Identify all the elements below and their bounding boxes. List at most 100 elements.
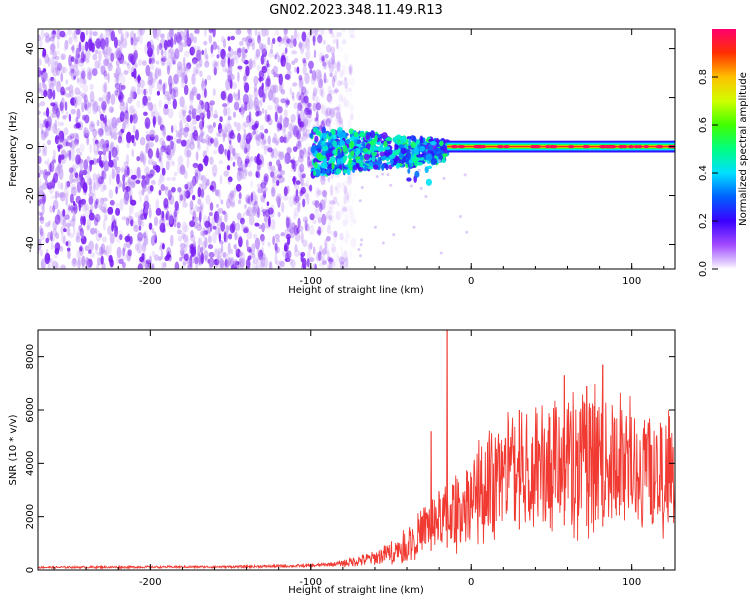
spectrogram-noise-blob [135,129,139,141]
spectrogram-noise-blob [251,59,256,69]
spectrogram-noise-blob [71,209,75,215]
spectrogram-noise-blob [170,234,174,247]
spectrogram-noise-blob [226,106,231,118]
spectrogram-noise-blob [148,207,152,219]
spectrogram-onset-blob [345,138,351,145]
spectrogram-noise-blob [76,77,80,84]
spectrogram-noise-blob [94,49,99,55]
spectrogram-xtick-label: 100 [622,276,641,287]
spectrogram-noise-blob [100,180,106,193]
spectrogram-noise-blob [329,110,336,115]
spectrogram-noise-blob [44,71,48,79]
spectrogram-noise-blob [293,249,300,258]
spectrogram-noise-blob [141,178,147,189]
spectrogram-noise-blob [204,237,208,248]
spectrogram-noise-blob [60,226,64,236]
spectrogram-noise-blob [272,86,277,97]
spectrogram-noise-blob [40,227,44,237]
spectrogram-noise-blob [51,112,57,118]
spectrogram-noise-blob [323,191,328,197]
spectrogram-noise-blob [185,66,191,74]
spectrogram-noise-blob [335,111,341,123]
spectrogram-noise-blob [59,214,66,226]
spectrogram-noise-blob [60,72,64,83]
spectrogram-noise-blob [247,29,252,35]
spectrogram-noise-blob [200,252,204,265]
spectrogram-noise-blob [308,116,313,123]
spectrogram-noise-blob [327,93,333,105]
spectrogram-noise-blob [227,36,231,41]
spectrogram-noise-blob [68,167,74,174]
spectrogram-onset-blob [322,132,327,139]
spectrogram-noise-blob [245,194,251,204]
spectrogram-noise-blob [136,81,141,88]
spectrogram-noise-blob [63,127,69,136]
spectrogram-noise-blob [80,232,85,240]
spectrogram-noise-blob [102,83,107,93]
spectrogram-noise-blob [100,65,106,75]
spectrogram-noise-blob [115,68,119,80]
spectrogram-noise-blob [121,38,128,49]
spectrogram-noise-blob [197,49,202,55]
spectrogram-noise-blob [302,125,307,137]
spectrogram-noise-blob [223,231,227,243]
spectrogram-noise-blob [93,217,99,227]
spectrogram-noise-blob [116,87,121,93]
spectrogram-noise-blob [79,229,82,237]
spectrogram-noise-blob [278,73,283,86]
spectrogram-noise-blob [53,172,59,184]
spectrogram-noise-blob [108,189,114,199]
spectrogram-noise-blob [173,136,179,142]
spectrogram-noise-blob [88,192,95,198]
spectrogram-noise-blob [234,93,240,101]
spectrogram-noise-blob [154,68,158,80]
spectrogram-noise-blob [196,93,201,101]
spectrogram-noise-blob [297,102,303,112]
spectrogram-steady-peak [608,145,617,149]
spectrogram-noise-blob [124,185,131,193]
spectrogram-noise-blob [293,197,298,206]
spectrogram-noise-blob [114,121,119,126]
spectrogram-noise-blob [147,46,153,51]
spectrogram-onset-blob [314,161,318,169]
spectrogram-noise-blob [74,87,81,96]
spectrogram-noise-blob [50,102,56,107]
spectrogram-noise-blob [93,181,96,192]
spectrogram-noise-blob [226,165,231,171]
spectrogram-noise-blob [299,122,303,132]
spectrogram-noise-blob [62,209,66,217]
spectrogram-noise-blob [141,188,145,196]
spectrogram-noise-blob [201,80,207,92]
spectrogram-noise-blob [42,68,47,73]
spectrogram-noise-blob [237,97,242,106]
spectrogram-noise-blob [267,241,271,247]
spectrogram-noise-blob [343,185,348,194]
spectrogram-noise-blob [52,123,57,134]
snr-marks [38,330,675,570]
spectrogram-noise-blob [270,84,276,94]
spectrogram-noise-blob [194,29,200,34]
spectrogram-noise-blob [345,99,351,108]
spectrogram-noise-blob [264,114,268,122]
spectrogram-noise-blob [192,162,199,169]
spectrogram-noise-blob [291,222,296,230]
spectrogram-noise-blob [139,175,143,180]
spectrogram-noise-blob [59,65,66,74]
spectrogram-noise-blob [213,211,220,223]
spectrogram-noise-blob [120,32,125,43]
snr-ytick-label: 4000 [25,451,36,476]
spectrogram-noise-blob [156,90,160,96]
spectrogram-noise-blob [133,43,137,52]
spectrogram-noise-blob [284,47,288,54]
spectrogram-noise-blob [272,37,276,45]
spectrogram-noise-blob [309,69,313,74]
spectrogram-onset-blob [328,144,333,149]
spectrogram-xtick-label: 0 [468,276,474,287]
spectrogram-noise-blob [255,171,260,179]
spectrogram-noise-blob [218,233,222,242]
spectrogram-noise-blob [233,121,237,127]
spectrogram-noise-blob [186,189,190,199]
spectrogram-noise-blob [177,155,184,165]
spectrogram-noise-blob [279,136,285,143]
spectrogram-noise-blob [39,231,45,241]
